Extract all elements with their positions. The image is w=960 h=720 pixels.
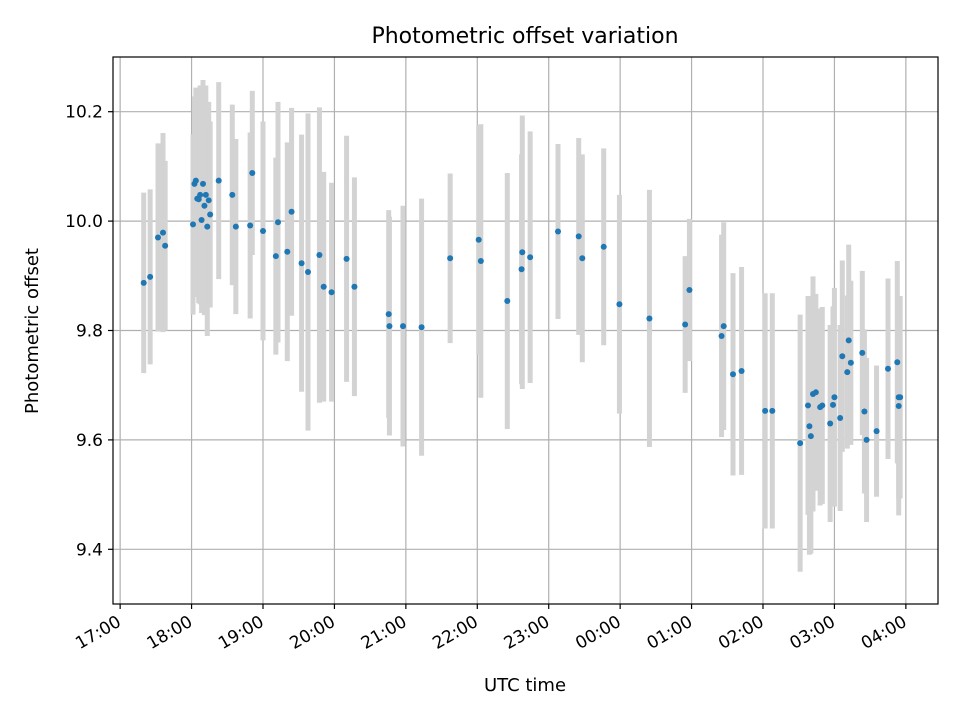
y-tick-label: 10.0 <box>65 212 103 232</box>
data-point <box>555 228 561 235</box>
data-point <box>247 222 254 229</box>
data-point <box>201 202 208 209</box>
data-point <box>386 323 393 330</box>
data-point <box>204 223 211 230</box>
data-point <box>288 208 295 215</box>
data-point <box>873 428 880 435</box>
data-point <box>730 371 736 378</box>
data-point <box>769 407 776 414</box>
data-point <box>260 227 266 234</box>
data-points <box>140 169 904 447</box>
data-point <box>249 169 256 176</box>
data-point <box>504 297 511 304</box>
data-point <box>202 191 209 198</box>
data-point <box>575 233 582 240</box>
data-point <box>646 315 653 322</box>
data-point <box>847 359 854 366</box>
data-point <box>207 211 214 218</box>
data-point <box>197 191 204 198</box>
data-point <box>579 255 586 262</box>
data-point <box>682 321 689 328</box>
data-point <box>190 221 196 228</box>
data-point <box>894 359 901 366</box>
y-axis-label: Photometric offset <box>22 248 43 414</box>
data-point <box>797 440 804 447</box>
data-point <box>284 248 291 255</box>
data-point <box>844 369 851 376</box>
data-point <box>343 255 350 262</box>
data-point <box>147 273 154 280</box>
data-point <box>718 332 725 339</box>
data-point <box>192 177 199 184</box>
data-point <box>762 407 769 414</box>
data-point <box>155 234 161 241</box>
data-point <box>806 423 813 430</box>
y-tick-label: 9.8 <box>76 322 103 342</box>
data-point <box>861 408 868 415</box>
data-point <box>831 394 838 401</box>
data-point <box>140 279 147 286</box>
data-point <box>845 337 852 344</box>
data-point <box>895 402 902 409</box>
y-tick-label: 10.2 <box>65 103 103 123</box>
data-point <box>320 283 327 290</box>
data-point <box>475 236 482 243</box>
data-point <box>885 365 891 372</box>
data-point <box>447 255 454 262</box>
data-point <box>527 254 534 261</box>
data-point <box>232 223 239 230</box>
data-point <box>205 197 212 204</box>
data-point <box>351 283 358 290</box>
data-point <box>316 252 323 259</box>
data-point <box>830 401 836 408</box>
data-point <box>600 243 607 250</box>
data-point <box>839 353 846 360</box>
data-point <box>859 349 866 356</box>
data-point <box>229 191 236 198</box>
y-tick-label: 9.4 <box>76 540 103 560</box>
data-point <box>272 253 279 260</box>
data-point <box>616 301 623 308</box>
data-point <box>518 266 525 273</box>
data-point <box>686 287 693 294</box>
y-axis-ticks: 9.4 9.6 9.8 10.0 10.2 <box>65 103 113 560</box>
data-point <box>275 219 281 226</box>
x-axis-label: UTC time <box>484 675 566 696</box>
data-point <box>477 258 484 265</box>
data-point <box>305 268 311 275</box>
data-point <box>827 420 834 427</box>
data-point <box>819 402 826 409</box>
chart-title: Photometric offset variation <box>371 24 678 49</box>
data-point <box>385 311 392 318</box>
data-point <box>812 389 819 396</box>
data-point <box>215 177 222 184</box>
data-point <box>198 217 205 224</box>
data-point <box>200 180 206 187</box>
data-point <box>298 260 305 267</box>
data-point <box>400 323 406 330</box>
data-point <box>807 433 814 440</box>
y-tick-label: 9.6 <box>76 431 103 451</box>
data-point <box>720 323 727 330</box>
data-point <box>519 249 526 256</box>
data-point <box>863 436 870 443</box>
data-point <box>418 324 425 331</box>
data-point <box>160 229 166 236</box>
data-point <box>837 415 844 422</box>
data-point <box>162 242 169 249</box>
data-point <box>805 402 811 409</box>
data-point <box>738 367 745 374</box>
data-point <box>897 394 904 401</box>
data-point <box>328 289 335 296</box>
